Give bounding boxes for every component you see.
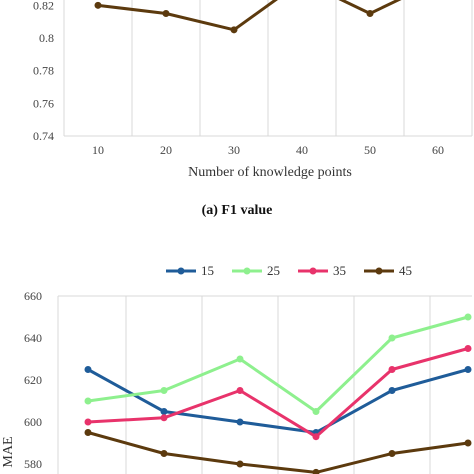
f1-gridlines <box>63 0 473 137</box>
mae-data-point <box>312 468 320 474</box>
f1-y-tick-label: 0.76 <box>33 96 54 110</box>
mae-data-point <box>464 439 472 447</box>
mae-series <box>84 313 472 474</box>
mae-data-point <box>464 345 472 352</box>
mae-data-point <box>312 433 320 441</box>
f1-caption: (a) F1 value <box>202 203 273 218</box>
legend-marker <box>375 267 383 275</box>
mae-data-point <box>388 387 396 394</box>
legend-marker <box>177 267 185 275</box>
mae-y-tick-label: 580 <box>24 457 42 471</box>
mae-data-point <box>160 414 168 422</box>
mae-data-point <box>388 366 396 373</box>
mae-data-point <box>84 397 92 405</box>
mae-y-tick-label: 640 <box>24 331 42 345</box>
mae-data-point <box>84 418 92 426</box>
f1-series <box>94 0 402 34</box>
mae-data-point <box>84 429 92 436</box>
f1-y-tick-label: 0.82 <box>33 0 54 12</box>
mae-y-tick-label: 600 <box>24 415 42 429</box>
f1-y-tick-label: 0.74 <box>33 129 54 143</box>
f1-y-tick-labels: 0.74 0.76 0.78 0.8 0.82 <box>33 0 54 143</box>
mae-data-point <box>236 355 244 363</box>
legend-label: 35 <box>333 263 346 278</box>
mae-data-point <box>160 387 168 394</box>
f1-chart: 0.74 0.76 0.78 0.8 0.82 10 20 30 40 50 60 Number … <box>33 0 473 218</box>
mae-series-line <box>87 368 469 434</box>
mae-data-point <box>236 387 244 394</box>
mae-chart: 15 25 35 45 580 600 620 640 660 MAE <box>1 263 472 474</box>
mae-data-point <box>388 334 396 342</box>
legend-label: 15 <box>201 263 214 278</box>
mae-y-tick-label: 660 <box>24 289 42 303</box>
f1-data-point <box>94 1 102 9</box>
f1-x-tick-labels: 10 20 30 40 50 60 <box>92 143 444 157</box>
f1-x-tick-label: 50 <box>364 143 376 157</box>
f1-data-point <box>230 26 238 34</box>
f1-series-line <box>97 0 402 32</box>
mae-legend: 15 25 35 45 <box>166 263 412 278</box>
mae-y-tick-labels: 580 600 620 640 660 <box>24 289 42 471</box>
f1-x-tick-label: 60 <box>432 143 444 157</box>
mae-data-point <box>464 313 472 321</box>
f1-x-tick-label: 10 <box>92 143 104 157</box>
f1-x-tick-label: 40 <box>296 143 308 157</box>
f1-y-tick-label: 0.8 <box>39 31 54 45</box>
f1-x-axis-title: Number of knowledge points <box>188 165 352 180</box>
mae-series-line <box>87 347 469 439</box>
mae-data-point <box>84 366 92 373</box>
f1-data-point <box>366 10 374 17</box>
f1-x-tick-label: 20 <box>160 143 172 157</box>
mae-data-point <box>388 450 396 457</box>
mae-y-axis-title: MAE <box>1 436 16 467</box>
legend-label: 45 <box>399 263 412 278</box>
legend-marker <box>243 267 251 275</box>
mae-data-point <box>160 450 168 457</box>
legend-marker <box>309 267 317 275</box>
f1-x-tick-label: 30 <box>228 143 240 157</box>
f1-data-point <box>162 10 170 17</box>
legend-label: 25 <box>267 263 280 278</box>
f1-y-tick-label: 0.78 <box>33 64 54 78</box>
mae-data-point <box>236 460 244 468</box>
mae-y-tick-label: 620 <box>24 373 42 387</box>
mae-data-point <box>464 366 472 373</box>
mae-series-line <box>87 315 469 413</box>
mae-data-point <box>312 408 320 415</box>
mae-series-line <box>87 431 469 474</box>
mae-data-point <box>160 408 168 415</box>
mae-data-point <box>236 418 244 426</box>
